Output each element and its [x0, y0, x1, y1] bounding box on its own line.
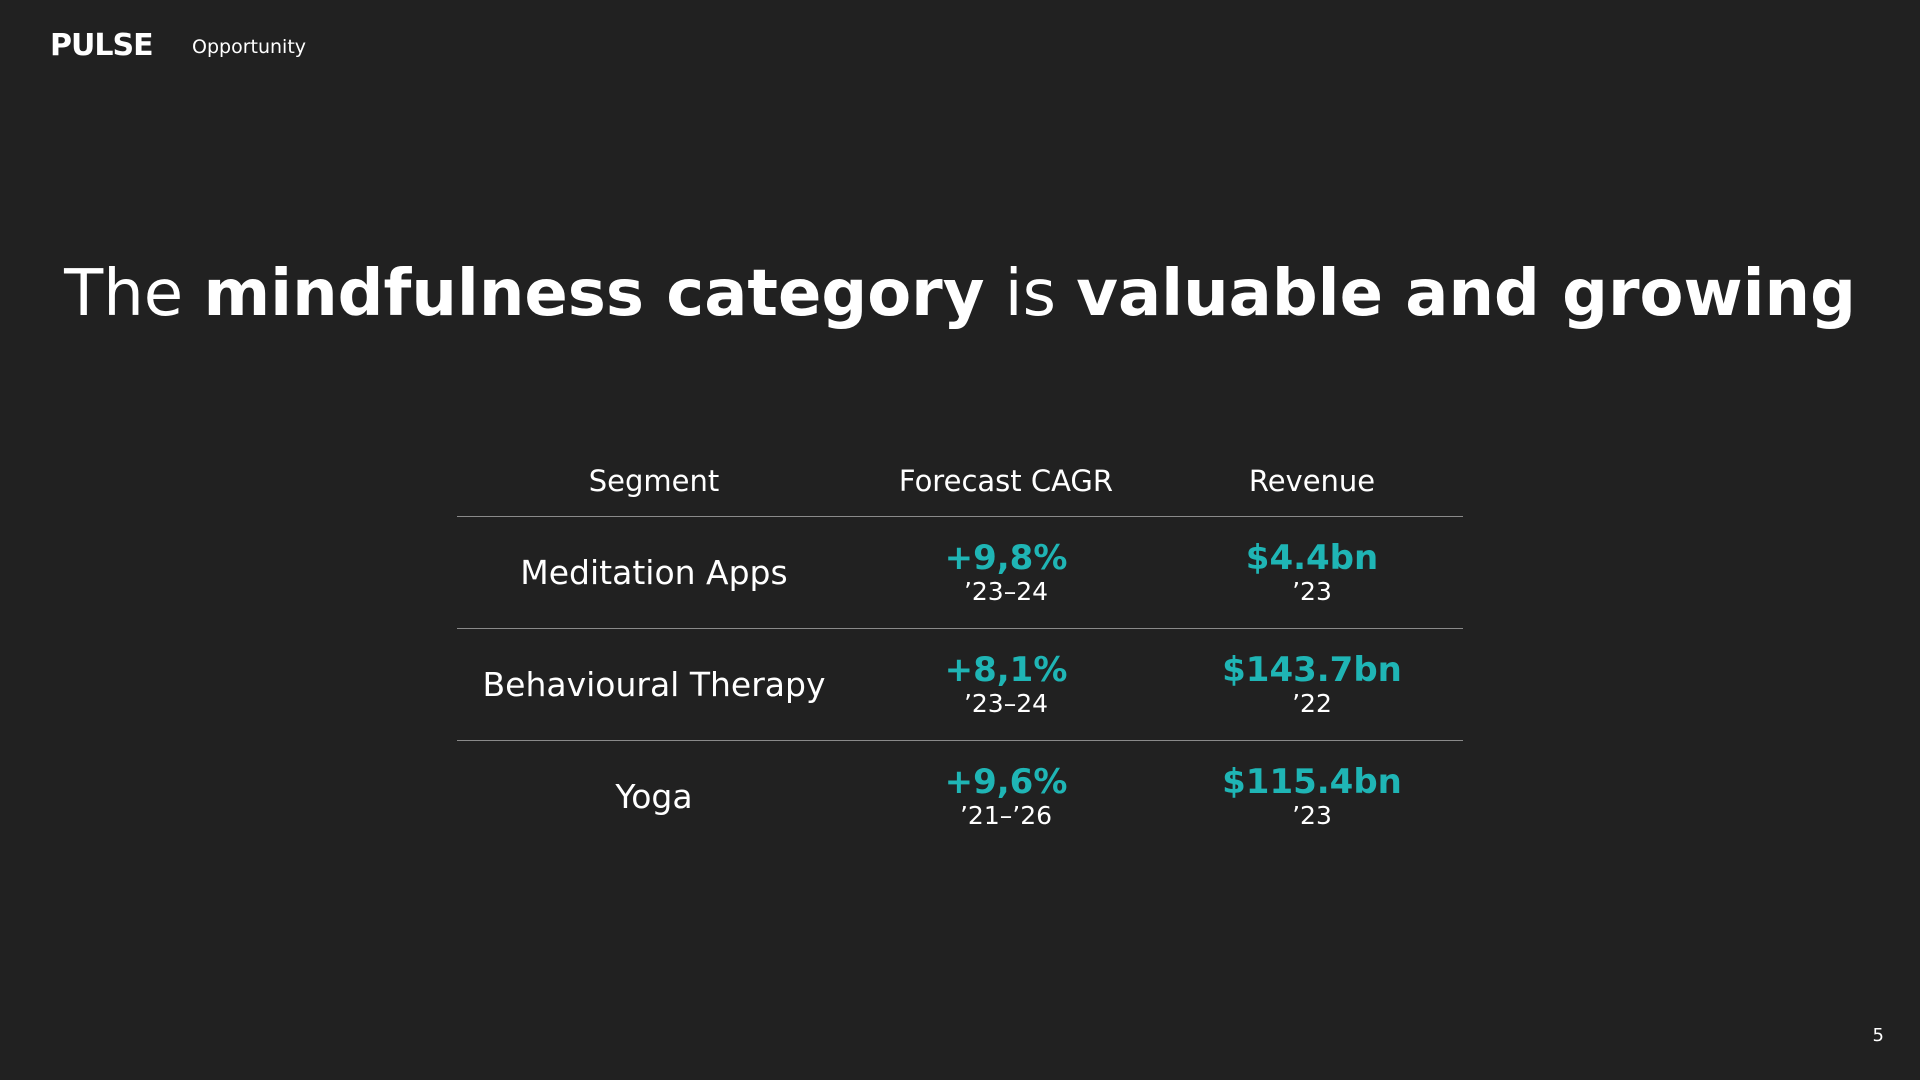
title-part-3: is: [984, 257, 1077, 331]
title-part-1: The: [64, 257, 204, 331]
table-header-row: Segment Forecast CAGR Revenue: [457, 446, 1463, 517]
revenue-period: ’23: [1292, 576, 1332, 606]
revenue-period: ’22: [1292, 688, 1332, 718]
revenue-value: $143.7bn: [1222, 649, 1402, 690]
title-part-2: mindfulness category: [203, 257, 985, 331]
segment-table: Segment Forecast CAGR Revenue Meditation…: [457, 446, 1463, 852]
section-label: Opportunity: [192, 36, 307, 58]
column-header-cagr: Forecast CAGR: [898, 464, 1114, 498]
title-part-4: valuable and growing: [1076, 257, 1856, 331]
revenue-cell: $143.7bn ’22: [1161, 651, 1463, 719]
cagr-value: +9,8%: [944, 537, 1068, 578]
segment-name: Meditation Apps: [520, 553, 788, 592]
revenue-period: ’23: [1292, 800, 1332, 830]
table-row: Meditation Apps +9,8% ’23–24 $4.4bn ’23: [457, 517, 1463, 629]
column-header-revenue: Revenue: [1248, 464, 1376, 498]
table-row: Yoga +9,6% ’21–’26 $115.4bn ’23: [457, 741, 1463, 852]
revenue-cell: $115.4bn ’23: [1161, 763, 1463, 831]
cagr-value: +9,6%: [944, 761, 1068, 802]
revenue-value: $115.4bn: [1222, 761, 1402, 802]
segment-name: Yoga: [615, 777, 693, 816]
revenue-cell: $4.4bn ’23: [1161, 539, 1463, 607]
cagr-value: +8,1%: [944, 649, 1068, 690]
cagr-period: ’23–24: [963, 688, 1049, 718]
column-header-segment: Segment: [588, 464, 720, 498]
revenue-value: $4.4bn: [1245, 537, 1379, 578]
segment-name: Behavioural Therapy: [482, 665, 826, 704]
cagr-cell: +9,6% ’21–’26: [851, 763, 1161, 831]
brand-logo: PULSE: [50, 28, 154, 63]
cagr-cell: +8,1% ’23–24: [851, 651, 1161, 719]
cagr-cell: +9,8% ’23–24: [851, 539, 1161, 607]
table-row: Behavioural Therapy +8,1% ’23–24 $143.7b…: [457, 629, 1463, 741]
slide-title: The mindfulness category is valuable and…: [0, 256, 1920, 332]
page-number: 5: [1872, 1025, 1884, 1046]
cagr-period: ’23–24: [963, 576, 1049, 606]
cagr-period: ’21–’26: [959, 800, 1053, 830]
